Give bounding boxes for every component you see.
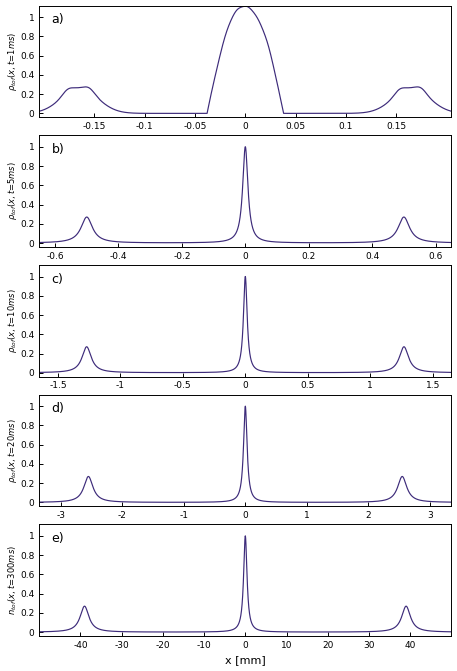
Y-axis label: $\rho_{tof}(x,t\!=\!10ms)$: $\rho_{tof}(x,t\!=\!10ms)$ [5,289,19,353]
Y-axis label: $\rho_{tof}(x,t\!=\!20ms)$: $\rho_{tof}(x,t\!=\!20ms)$ [5,418,19,483]
Y-axis label: $n_{tof}(x,t\!=\!300ms)$: $n_{tof}(x,t\!=\!300ms)$ [6,546,19,615]
Text: d): d) [52,403,64,415]
Text: a): a) [52,13,64,26]
Text: e): e) [52,532,64,545]
Text: c): c) [52,273,64,286]
X-axis label: x [mm]: x [mm] [225,656,266,666]
Y-axis label: $\rho_{tof}(x,t\!=\!1ms)$: $\rho_{tof}(x,t\!=\!1ms)$ [5,32,19,91]
Y-axis label: $\rho_{tof}(x,t\!=\!5ms)$: $\rho_{tof}(x,t\!=\!5ms)$ [5,162,19,221]
Text: b): b) [52,143,64,156]
